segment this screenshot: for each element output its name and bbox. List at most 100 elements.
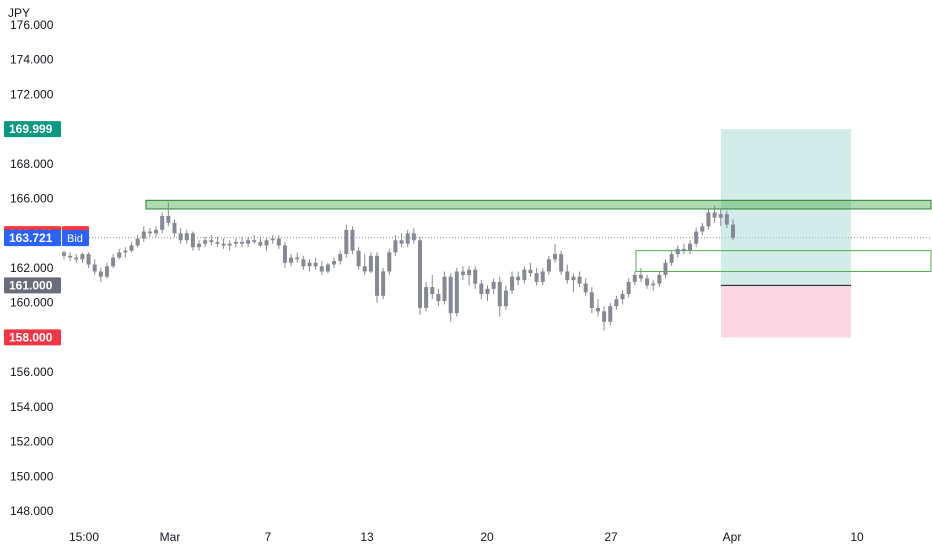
candle (657, 271, 662, 288)
price-tick-label: 166.000 (10, 192, 54, 206)
candle (436, 288, 441, 307)
candle (325, 262, 330, 274)
candle (227, 240, 232, 251)
candle (534, 268, 539, 286)
candle (479, 280, 484, 300)
candle (602, 306, 607, 331)
candle (289, 254, 294, 267)
time-tick-label: 27 (604, 530, 618, 544)
candle (282, 241, 287, 268)
candle (675, 245, 680, 258)
candle (694, 228, 699, 248)
candle (638, 268, 643, 282)
candle (467, 266, 472, 286)
candle (393, 235, 398, 256)
candle (276, 235, 281, 249)
bid-price-tag-label: Bid (67, 233, 83, 245)
candle (546, 255, 551, 275)
price-axis: 148.000 150.000 152.000 154.000 156.000 158.0… (10, 18, 54, 518)
entry-price-tag: 161.000 (4, 277, 61, 294)
candle (319, 261, 324, 275)
candle (589, 287, 594, 314)
candle (442, 271, 447, 305)
candle (258, 236, 263, 248)
candle (68, 252, 73, 262)
candle (620, 290, 625, 305)
candle (651, 280, 656, 291)
long-position-tool[interactable] (721, 129, 851, 338)
candle (424, 281, 429, 312)
candle (454, 268, 459, 317)
candle (86, 252, 91, 268)
demand-zone[interactable] (635, 250, 932, 272)
candle (92, 259, 97, 275)
candle (706, 208, 711, 230)
candle (104, 262, 109, 279)
candle (608, 302, 613, 326)
candle (460, 266, 465, 281)
candle (688, 240, 693, 255)
candle (74, 254, 79, 263)
time-tick-label: Mar (160, 530, 181, 544)
candle (135, 235, 140, 248)
candle (718, 208, 723, 227)
candle (344, 224, 349, 258)
candlestick-series (62, 202, 735, 331)
candle (154, 226, 159, 237)
candle (614, 295, 619, 310)
bid-price-tag-value: 163.721 (9, 231, 53, 245)
stop-price-tag-value: 158.000 (9, 330, 53, 344)
candle (577, 271, 582, 288)
candle (117, 248, 122, 260)
candle (712, 205, 717, 223)
candle (233, 238, 238, 248)
candle (645, 274, 650, 289)
candle (350, 226, 355, 255)
price-tick-label: 160.000 (10, 296, 54, 310)
candle (80, 252, 85, 263)
candle (190, 231, 195, 251)
loss-zone[interactable] (721, 285, 851, 338)
profit-zone[interactable] (721, 129, 851, 286)
candle (197, 240, 202, 251)
candle (239, 236, 244, 248)
candle (313, 257, 318, 270)
price-tick-label: 154.000 (10, 400, 54, 414)
candle (571, 273, 576, 293)
candle (362, 254, 367, 275)
price-tick-label: 174.000 (10, 53, 54, 67)
candle (356, 247, 361, 270)
candle (473, 266, 478, 289)
candle (497, 276, 502, 317)
candle (411, 228, 416, 244)
candle (301, 255, 306, 270)
candle (307, 259, 312, 272)
candle (62, 250, 66, 260)
candle (430, 274, 435, 300)
candle (553, 243, 558, 263)
candle (338, 250, 343, 265)
candle (510, 271, 515, 295)
candle (332, 257, 337, 268)
candle (559, 250, 564, 275)
time-tick-label: 15:00 (69, 530, 99, 544)
candle (264, 238, 269, 251)
time-tick-label: 20 (480, 530, 494, 544)
candle (160, 212, 165, 234)
candle (565, 264, 570, 284)
candle (375, 252, 380, 303)
candle (172, 219, 177, 237)
price-tick-label: 150.000 (10, 469, 54, 483)
resistance-zone[interactable] (145, 199, 932, 210)
candle (540, 268, 545, 286)
candle (491, 278, 496, 295)
candle (209, 235, 214, 246)
candle (215, 236, 220, 248)
candle (681, 243, 686, 255)
price-tags: 169.999163.949Ask163.742163.721Bid161.00… (4, 121, 89, 346)
candle (368, 252, 373, 274)
candle (203, 236, 208, 248)
candle (626, 278, 631, 298)
time-tick-label: 13 (360, 530, 374, 544)
